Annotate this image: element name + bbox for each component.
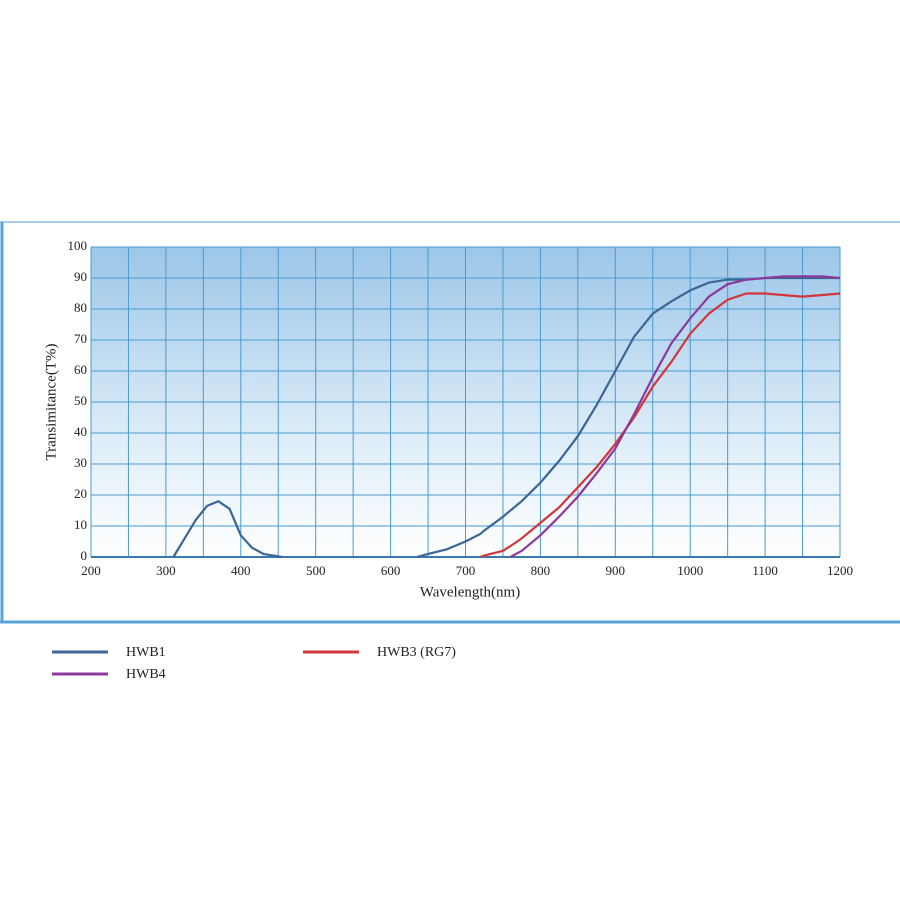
y-tick-label: 50 bbox=[74, 393, 87, 408]
y-tick-label: 30 bbox=[74, 455, 87, 470]
x-tick-label: 700 bbox=[456, 563, 476, 578]
y-tick-label: 100 bbox=[68, 238, 88, 253]
x-tick-label: 600 bbox=[381, 563, 401, 578]
x-tick-label: 400 bbox=[231, 563, 251, 578]
x-tick-label: 1100 bbox=[752, 563, 778, 578]
legend-label: HWB3 (RG7) bbox=[377, 645, 456, 660]
x-tick-label: 900 bbox=[606, 563, 626, 578]
x-tick-label: 1000 bbox=[677, 563, 703, 578]
x-tick-label: 500 bbox=[306, 563, 326, 578]
legend-label: HWB4 bbox=[126, 667, 166, 682]
y-tick-label: 10 bbox=[74, 517, 87, 532]
x-tick-label: 800 bbox=[531, 563, 551, 578]
series-line bbox=[480, 292, 841, 559]
y-tick-label: 80 bbox=[74, 300, 87, 315]
y-tick-label: 20 bbox=[74, 486, 87, 501]
legend-label: HWB1 bbox=[126, 645, 166, 660]
y-tick-label: 60 bbox=[74, 362, 87, 377]
x-tick-label: 300 bbox=[156, 563, 176, 578]
y-axis-label: Transimitance(T%) bbox=[43, 344, 59, 461]
y-tick-label: 0 bbox=[81, 548, 88, 563]
y-tick-label: 70 bbox=[74, 331, 87, 346]
y-tick-label: 90 bbox=[74, 269, 87, 284]
series-line bbox=[509, 275, 841, 558]
x-axis-label: Wavelength(nm) bbox=[420, 584, 520, 600]
x-tick-label: 200 bbox=[81, 563, 101, 578]
x-tick-label: 1200 bbox=[827, 563, 853, 578]
y-tick-label: 40 bbox=[74, 424, 87, 439]
